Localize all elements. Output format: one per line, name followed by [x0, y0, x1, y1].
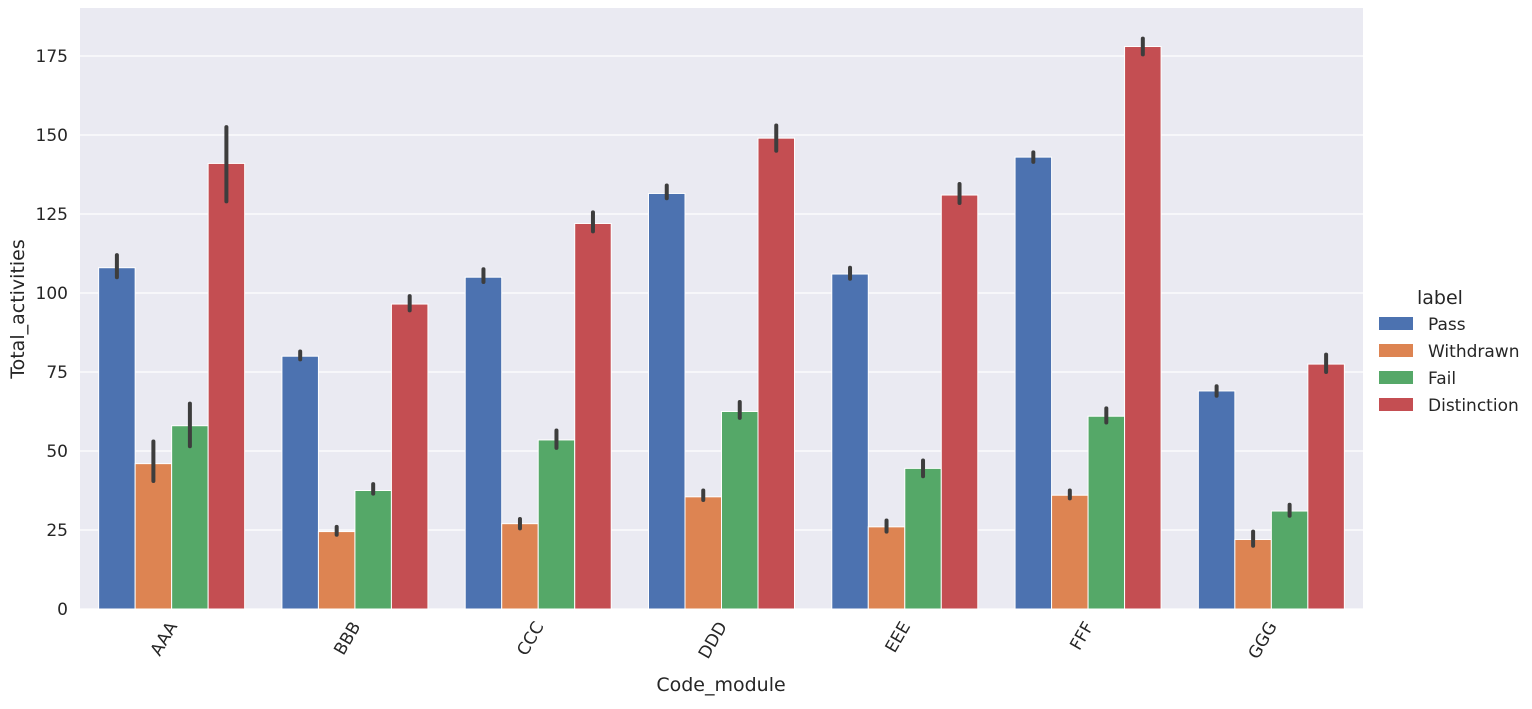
- bar-fail-aaa: [171, 425, 209, 610]
- bar-distinction-ddd: [757, 137, 795, 610]
- y-tick-label: 125: [36, 205, 68, 225]
- y-tick-labels: 0 25 50 75 100 125 150 175: [36, 47, 68, 620]
- legend-title: label: [1417, 287, 1463, 309]
- bar-withdrawn-ggg: [1234, 538, 1272, 610]
- x-tick-labels: AAA BBB CCC DDD EEE FFF GGG: [147, 618, 1282, 663]
- bar-fail-fff: [1087, 415, 1126, 610]
- legend: label Pass Withdrawn Fail Distinction: [1379, 287, 1519, 416]
- bar-distinction-aaa: [207, 162, 246, 610]
- bar-withdrawn-fff: [1051, 494, 1089, 610]
- bar-distinction-eee: [940, 194, 979, 610]
- bar-distinction-ggg: [1307, 363, 1345, 610]
- error-bars: [114, 36, 1329, 548]
- bar-pass-eee: [831, 273, 869, 610]
- bar-pass-aaa: [98, 267, 136, 610]
- bars: [98, 46, 1345, 610]
- bar-pass-ccc: [464, 276, 503, 610]
- bar-withdrawn-aaa: [134, 463, 173, 610]
- bar-fail-ddd: [721, 411, 759, 610]
- bar-distinction-ccc: [574, 222, 612, 610]
- x-tick-label: EEE: [882, 619, 915, 657]
- y-tick-label: 25: [46, 521, 68, 541]
- bar-fail-eee: [904, 467, 942, 610]
- bar-withdrawn-eee: [867, 526, 906, 610]
- legend-swatch-distinction: [1379, 398, 1413, 411]
- x-tick-label: GGG: [1245, 619, 1282, 663]
- bar-fail-ggg: [1270, 510, 1309, 610]
- bar-distinction-bbb: [390, 303, 429, 610]
- legend-label-distinction: Distinction: [1428, 396, 1519, 416]
- legend-label-withdrawn: Withdrawn: [1428, 342, 1519, 362]
- legend-swatch-pass: [1379, 317, 1413, 330]
- y-tick-label: 75: [46, 363, 68, 383]
- y-tick-label: 150: [36, 126, 68, 146]
- bar-pass-bbb: [281, 355, 319, 610]
- legend-swatch-fail: [1379, 371, 1413, 384]
- y-tick-label: 50: [46, 442, 68, 462]
- legend-swatch-withdrawn: [1379, 344, 1413, 357]
- y-tick-label: 0: [57, 600, 68, 620]
- bar-withdrawn-bbb: [317, 531, 356, 610]
- x-axis-label: Code_module: [656, 674, 785, 696]
- bar-pass-ddd: [648, 192, 686, 610]
- bar-distinction-fff: [1124, 46, 1162, 610]
- bar-withdrawn-ccc: [501, 523, 539, 610]
- x-tick-label: DDD: [695, 619, 732, 663]
- y-tick-label: 100: [36, 284, 68, 304]
- bar-withdrawn-ddd: [684, 496, 722, 610]
- x-tick-label: BBB: [330, 619, 365, 659]
- bar-pass-fff: [1014, 156, 1053, 610]
- legend-label-pass: Pass: [1428, 315, 1466, 335]
- y-tick-label: 175: [36, 47, 68, 67]
- x-tick-label: CCC: [513, 619, 548, 660]
- bar-fail-ccc: [537, 439, 576, 610]
- x-tick-label: FFF: [1066, 619, 1098, 654]
- legend-label-fail: Fail: [1428, 369, 1456, 389]
- bar-fail-bbb: [354, 490, 392, 610]
- y-axis-label: Total_activities: [7, 239, 29, 380]
- x-tick-label: AAA: [147, 618, 182, 659]
- bar-pass-ggg: [1197, 390, 1236, 610]
